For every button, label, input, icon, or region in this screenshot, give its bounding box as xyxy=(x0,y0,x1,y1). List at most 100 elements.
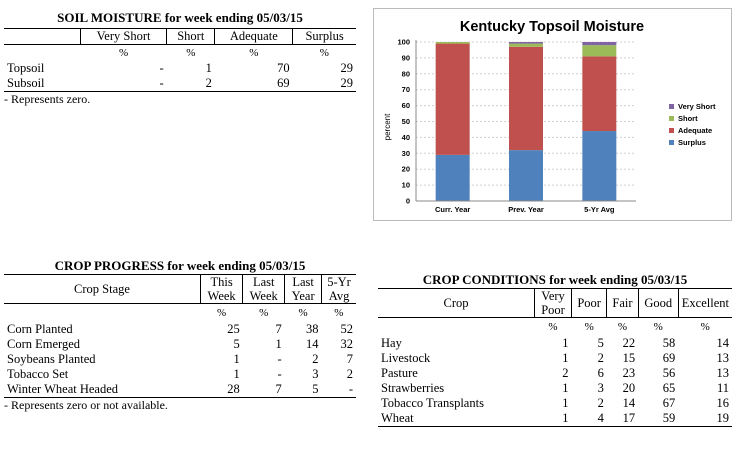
y-tick-label: 30 xyxy=(402,149,410,158)
legend-swatch xyxy=(669,128,674,133)
soil-unit: % xyxy=(118,46,129,59)
conditions-unit: % xyxy=(700,320,710,333)
soil-footnote: - Represents zero. xyxy=(4,92,91,106)
cell: 1 xyxy=(275,337,282,351)
conditions-col-good: Good xyxy=(637,288,679,318)
bar-segment-short xyxy=(435,42,470,44)
bar-segment-very-short xyxy=(582,42,617,46)
progress-col-last-week: Last Week xyxy=(242,274,285,304)
bar-segment-adequate xyxy=(582,56,617,132)
row-label: Subsoil xyxy=(4,76,81,92)
cell: 5 xyxy=(312,382,319,396)
cell: 23 xyxy=(622,366,636,380)
cell: 17 xyxy=(622,411,636,425)
table-row: Wheat 1 4 17 59 19 xyxy=(378,411,732,427)
cell: 65 xyxy=(662,381,676,395)
bar-segment-surplus xyxy=(435,154,470,201)
x-tick-label: Curr. Year xyxy=(435,205,470,214)
soil-moisture-section: SOIL MOISTURE for week ending 05/03/15 V… xyxy=(4,10,356,107)
y-tick-label: 80 xyxy=(402,69,410,78)
soil-unit: % xyxy=(319,46,329,59)
cell: 3 xyxy=(312,367,319,381)
table-row: Strawberries 1 3 20 65 11 xyxy=(378,381,732,396)
table-row: Livestock 1 2 15 69 13 xyxy=(378,351,732,366)
cell: 13 xyxy=(716,366,730,380)
x-tick-label: 5-Yr Avg xyxy=(584,205,615,214)
progress-col-last-year: Last Year xyxy=(284,274,322,304)
chart-svg: Kentucky Topsoil Moisture percent 0 10 20 3… xyxy=(383,19,716,214)
cell: 14 xyxy=(306,337,319,351)
table-row: Soybeans Planted 1 - 2 7 xyxy=(4,352,356,367)
cell: 59 xyxy=(662,411,676,425)
cell: - xyxy=(277,352,282,366)
soil-unit: % xyxy=(186,46,196,59)
conditions-col-fair: Fair xyxy=(606,288,639,318)
progress-col-5yr-avg: 5-Yr Avg xyxy=(321,274,356,304)
cell: 5 xyxy=(233,337,240,351)
conditions-col-very-poor: Very Poor xyxy=(534,288,572,318)
progress-unit: % xyxy=(259,306,269,319)
crop-conditions-section: CROP CONDITIONS for week ending 05/03/15… xyxy=(378,272,732,427)
conditions-unit: % xyxy=(548,320,558,333)
table-row: Pasture 2 6 23 56 13 xyxy=(378,366,732,381)
cell: - xyxy=(348,382,353,396)
soil-col-blank xyxy=(4,28,81,45)
bar-segment-surplus xyxy=(582,131,617,201)
bar-segment-short xyxy=(509,43,543,47)
progress-footnote: - Represents zero or not available. xyxy=(4,398,168,412)
table-row: Hay 1 5 22 58 14 xyxy=(378,336,732,351)
y-tick-label: 20 xyxy=(402,165,410,174)
conditions-unit: % xyxy=(584,320,594,333)
y-tick-label: 40 xyxy=(402,133,410,142)
y-tick-label: 70 xyxy=(402,85,410,94)
row-label: Livestock xyxy=(381,351,431,365)
bar-segment-very-short xyxy=(509,42,543,44)
cell: 7 xyxy=(275,322,282,336)
chart-title: Kentucky Topsoil Moisture xyxy=(460,19,644,35)
cell: 29 xyxy=(340,61,354,75)
cell: 7 xyxy=(275,382,282,396)
cell: 13 xyxy=(716,351,730,365)
legend-swatch xyxy=(669,116,674,121)
table-row: Tobacco Transplants 1 2 14 67 16 xyxy=(378,396,732,411)
row-label: Soybeans Planted xyxy=(7,352,96,366)
cell: 1 xyxy=(562,411,569,425)
y-tick-label: 50 xyxy=(402,117,410,126)
progress-col-crop-stage: Crop Stage xyxy=(4,274,201,304)
legend-label: Very Short xyxy=(678,102,716,111)
cell: 2 xyxy=(597,351,604,365)
chart-axes: 0 10 20 30 40 50 60 70 80 90 100 Curr. Year Prev. Ye… xyxy=(397,38,636,214)
cell: 1 xyxy=(233,367,240,381)
progress-unit: % xyxy=(217,306,227,319)
row-label: Winter Wheat Headed xyxy=(7,382,119,396)
cell: 14 xyxy=(716,336,730,350)
y-tick-label: 90 xyxy=(402,53,410,62)
row-label: Hay xyxy=(381,336,402,350)
cell: 16 xyxy=(716,396,730,410)
cell: 1 xyxy=(562,351,569,365)
cell: 1 xyxy=(205,61,212,75)
cell: 25 xyxy=(227,322,240,336)
table-row: Corn Emerged 5 1 14 32 xyxy=(4,337,356,352)
cell: 69 xyxy=(214,76,293,92)
cell: 14 xyxy=(622,396,636,410)
row-label: Topsoil xyxy=(7,61,45,75)
bar-segment-short xyxy=(582,45,617,57)
bar-segment-adequate xyxy=(509,46,543,151)
cell: 11 xyxy=(716,381,729,395)
progress-unit: % xyxy=(334,306,344,319)
cell: 2 xyxy=(312,352,319,366)
cell: 2 xyxy=(562,366,569,380)
soil-col-surplus: Surplus xyxy=(292,28,356,45)
table-row: Corn Planted 25 7 38 52 xyxy=(4,322,356,337)
row-label: Tobacco Transplants xyxy=(381,396,484,410)
legend-label: Surplus xyxy=(678,138,706,147)
soil-unit xyxy=(4,45,81,62)
cell: 5 xyxy=(597,336,604,350)
cell: 1 xyxy=(562,381,569,395)
soil-moisture-title: SOIL MOISTURE for week ending 05/03/15 xyxy=(57,10,303,25)
cell: 1 xyxy=(562,396,569,410)
table-row: Subsoil - 2 69 29 xyxy=(4,76,356,92)
cell: 6 xyxy=(597,366,604,380)
cell: 32 xyxy=(340,337,354,351)
